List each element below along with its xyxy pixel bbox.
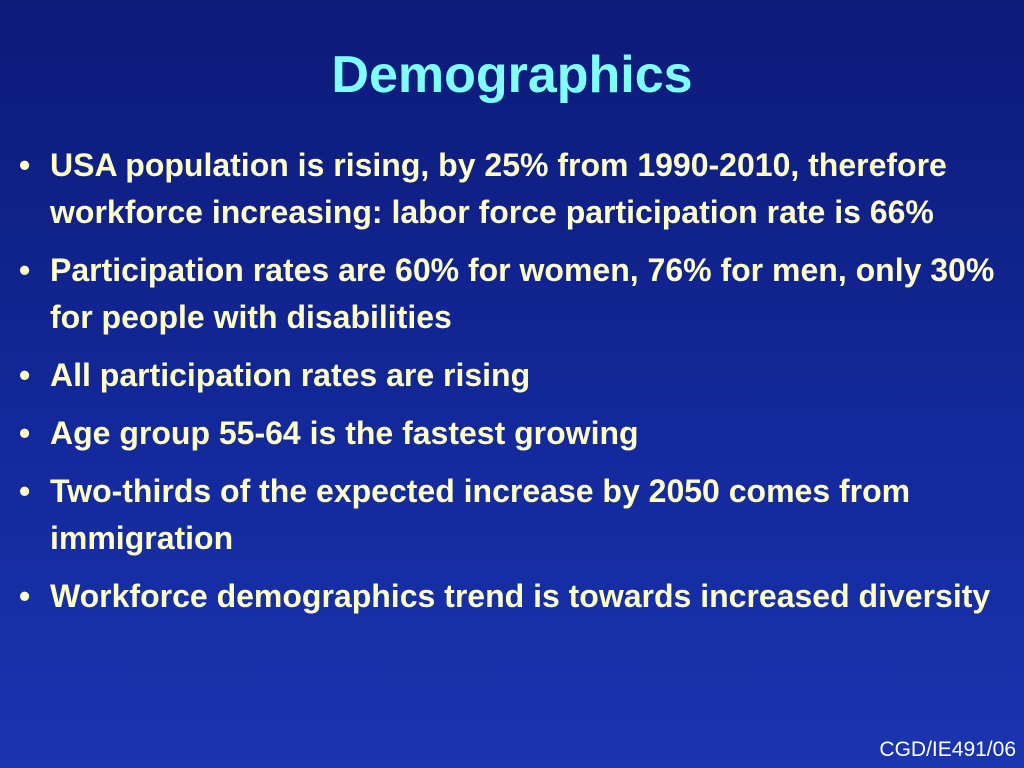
bullet-list: USA population is rising, by 25% from 19… [19,142,1015,631]
bullet-item: Two-thirds of the expected increase by 2… [19,468,1015,562]
bullet-item: Participation rates are 60% for women, 7… [19,247,1015,341]
footer: CGD/IE491/06 [879,738,1016,761]
bullet-item: Age group 55-64 is the fastest growing [19,410,1015,457]
bullet-item: Workforce demographics trend is towards … [19,573,1015,620]
bullet-item: All participation rates are rising [19,352,1015,399]
slide-title: Demographics [331,46,693,104]
bullet-item: USA population is rising, by 25% from 19… [19,142,1015,236]
